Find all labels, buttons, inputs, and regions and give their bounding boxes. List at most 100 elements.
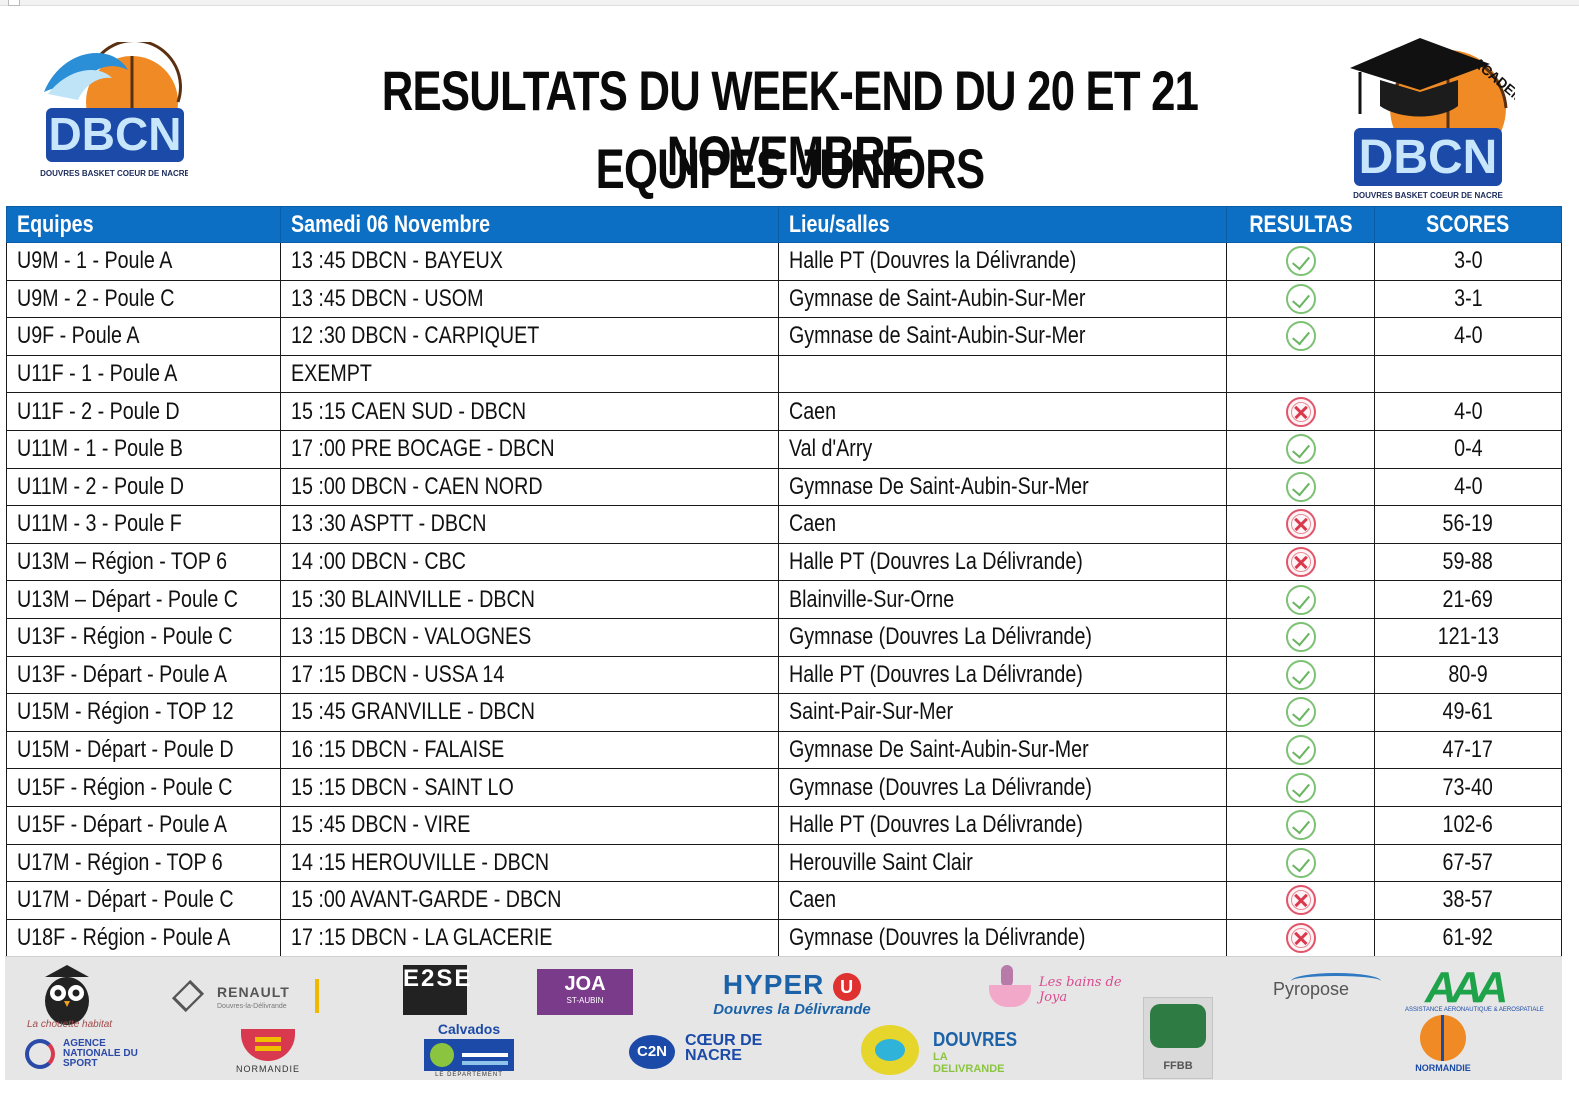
table-row: U11F - 2 - Poule D 15 :15 CAEN SUD - DBCN… xyxy=(6,392,1562,431)
cell-score: 73-40 xyxy=(1374,768,1562,807)
cell-score: 38-57 xyxy=(1374,881,1562,920)
cell-match: 13 :15 DBCN - VALOGNES xyxy=(280,617,779,657)
cell-match: 14 :15 HEROUVILLE - DBCN xyxy=(280,843,779,883)
cell-team: U9M - 2 - Poule C xyxy=(6,279,281,319)
cell-team: U15M - Départ - Poule D xyxy=(6,730,281,770)
cell-result xyxy=(1226,730,1375,770)
renault-logo: RENAULT Douvres-la-Délivrande xyxy=(169,977,319,1017)
table-row: U18F - Région - Poule A 17 :15 DBCN - LA … xyxy=(6,918,1562,958)
logo-right-sub: DOUVRES BASKET COEUR DE NACRE xyxy=(1353,191,1503,200)
cell-score: 3-1 xyxy=(1374,279,1562,319)
renault-bar xyxy=(315,979,319,1013)
cell-match: 15 :45 DBCN - VIRE xyxy=(280,805,779,845)
cell-result xyxy=(1226,317,1375,356)
cell-team: U11M - 3 - Poule F xyxy=(6,505,281,544)
column-header-date: Samedi 06 Novembre xyxy=(280,206,779,243)
joa-sub: ST-AUBIN xyxy=(566,996,604,1005)
table-row: U13M – Région - TOP 6 14 :00 DBCN - CBC Ha… xyxy=(6,542,1562,582)
cell-result xyxy=(1226,354,1375,394)
cell-match: 15 :30 BLAINVILLE - DBCN xyxy=(280,580,779,619)
cell-result xyxy=(1226,429,1375,469)
table-row: U13F - Départ - Poule A 17 :15 DBCN - USS… xyxy=(6,655,1562,695)
normandie-basketball-logo: NORMANDIE xyxy=(1393,1015,1493,1079)
renault-sub: Douvres-la-Délivrande xyxy=(217,1003,287,1010)
calvados-name: Calvados xyxy=(437,1021,501,1037)
check-circle-icon xyxy=(1285,321,1316,352)
table-row: U9F - Poule A 12 :30 DBCN - CARPIQUET Gymn… xyxy=(6,317,1562,356)
cell-score: 56-19 xyxy=(1374,505,1562,544)
cell-match: 14 :00 DBCN - CBC xyxy=(280,542,779,582)
calvados-basketball-icon xyxy=(1150,1004,1206,1048)
bain-logo: Les bains de Joya xyxy=(979,961,1139,1017)
cell-result xyxy=(1226,843,1375,883)
hyper-u-icon: U xyxy=(833,972,862,1001)
cell-result xyxy=(1226,655,1375,695)
cell-result xyxy=(1226,768,1375,807)
douvres-icon xyxy=(861,1025,919,1075)
cell-team: U13F - Départ - Poule A xyxy=(6,655,281,695)
cell-score: 61-92 xyxy=(1374,918,1562,958)
cell-score: 4-0 xyxy=(1374,392,1562,431)
cell-team: U9F - Poule A xyxy=(6,317,281,356)
hyper-sub: Douvres la Délivrande xyxy=(713,1001,871,1018)
check-circle-icon xyxy=(1285,659,1316,690)
table-row: U17M - Région - TOP 6 14 :15 HEROUVILLE -… xyxy=(6,843,1562,883)
cell-match: 12 :30 DBCN - CARPIQUET xyxy=(280,317,779,356)
cell-match: 15 :45 GRANVILLE - DBCN xyxy=(280,693,779,732)
cell-score: 4-0 xyxy=(1374,317,1562,356)
cell-result xyxy=(1226,505,1375,544)
table-row: U15F - Région - Poule C 15 :15 DBCN - SAI… xyxy=(6,768,1562,807)
cell-venue: Gymnase De Saint-Aubin-Sur-Mer xyxy=(778,730,1227,770)
table-row: U11M - 1 - Poule B 17 :00 PRE BOCAGE - DB… xyxy=(6,429,1562,469)
page-title: RESULTATS DU WEEK-END DU 20 ET 21 NOVEMB… xyxy=(381,59,1199,187)
check-circle-icon xyxy=(1285,584,1316,615)
cell-result xyxy=(1226,279,1375,319)
cell-match: 15 :00 AVANT-GARDE - DBCN xyxy=(280,881,779,920)
table-row: U11M - 2 - Poule D 15 :00 DBCN - CAEN NOR… xyxy=(6,467,1562,507)
cell-team: U11M - 1 - Poule B xyxy=(6,429,281,469)
cell-match: 16 :15 DBCN - FALAISE xyxy=(280,730,779,770)
check-circle-icon xyxy=(1285,810,1316,841)
douvres-sub: LA DELIVRANDE xyxy=(933,1051,1005,1075)
cell-score: 49-61 xyxy=(1374,693,1562,732)
results-table: Equipes Samedi 06 Novembre Lieu/salles R… xyxy=(6,206,1562,958)
cell-match: 15 :00 DBCN - CAEN NORD xyxy=(280,467,779,507)
cell-venue: Saint-Pair-Sur-Mer xyxy=(778,693,1227,732)
douvres-logo: DOUVRES LA DELIVRANDE xyxy=(861,1025,1021,1077)
aaa-sub: ASSISTANCE AERONAUTIQUE & AEROSPATIALE xyxy=(1405,1007,1544,1013)
bain-name: Les bains de Joya xyxy=(1039,975,1122,1005)
cell-venue: Halle PT (Douvres La Délivrande) xyxy=(778,655,1227,695)
cell-team: U17M - Départ - Poule C xyxy=(6,881,281,920)
douvres-name: DOUVRES xyxy=(933,1029,1018,1051)
logo-left-sub: DOUVRES BASKET COEUR DE NACRE xyxy=(40,169,188,178)
cell-score: 80-9 xyxy=(1374,655,1562,695)
joa-logo: JOA ST-AUBIN xyxy=(537,969,633,1015)
cell-result xyxy=(1226,542,1375,582)
calvados-apple-icon xyxy=(424,1039,514,1071)
calvados-logo: Calvados LE DÉPARTEMENT xyxy=(419,1021,519,1081)
column-header-scores: SCORES xyxy=(1374,206,1562,243)
cell-result xyxy=(1226,918,1375,958)
pyropose-logo: Pyropose xyxy=(1273,973,1391,1015)
ans-logo: AGENCE NATIONALE DU SPORT xyxy=(25,1037,145,1073)
window-top-bar xyxy=(0,0,1579,6)
cell-team: U11F - 2 - Poule D xyxy=(6,392,281,431)
cell-team: U13F - Région - Poule C xyxy=(6,617,281,657)
joa-name: JOA xyxy=(564,973,606,995)
cell-score: 102-6 xyxy=(1374,805,1562,845)
renault-diamond-icon xyxy=(171,979,205,1013)
cell-venue: Blainville-Sur-Orne xyxy=(778,580,1227,619)
table-body: U9M - 1 - Poule A 13 :45 DBCN - BAYEUX Hal… xyxy=(6,242,1562,958)
check-circle-icon xyxy=(1285,847,1316,878)
c2n-icon: C2N xyxy=(629,1035,675,1069)
table-header-row: Equipes Samedi 06 Novembre Lieu/salles R… xyxy=(6,206,1562,243)
column-header-resultats: RESULTAS xyxy=(1226,206,1375,243)
table-row: U15M - Région - TOP 12 15 :45 GRANVILLE -… xyxy=(6,693,1562,732)
cell-match: 17 :15 DBCN - LA GLACERIE xyxy=(280,918,779,958)
cell-venue: Gymnase (Douvres La Délivrande) xyxy=(778,617,1227,657)
logo-left-text: DBCN xyxy=(49,108,182,160)
check-circle-icon xyxy=(1285,697,1316,728)
cell-result xyxy=(1226,805,1375,845)
cell-match: 15 :15 DBCN - SAINT LO xyxy=(280,768,779,807)
cell-result xyxy=(1226,580,1375,619)
